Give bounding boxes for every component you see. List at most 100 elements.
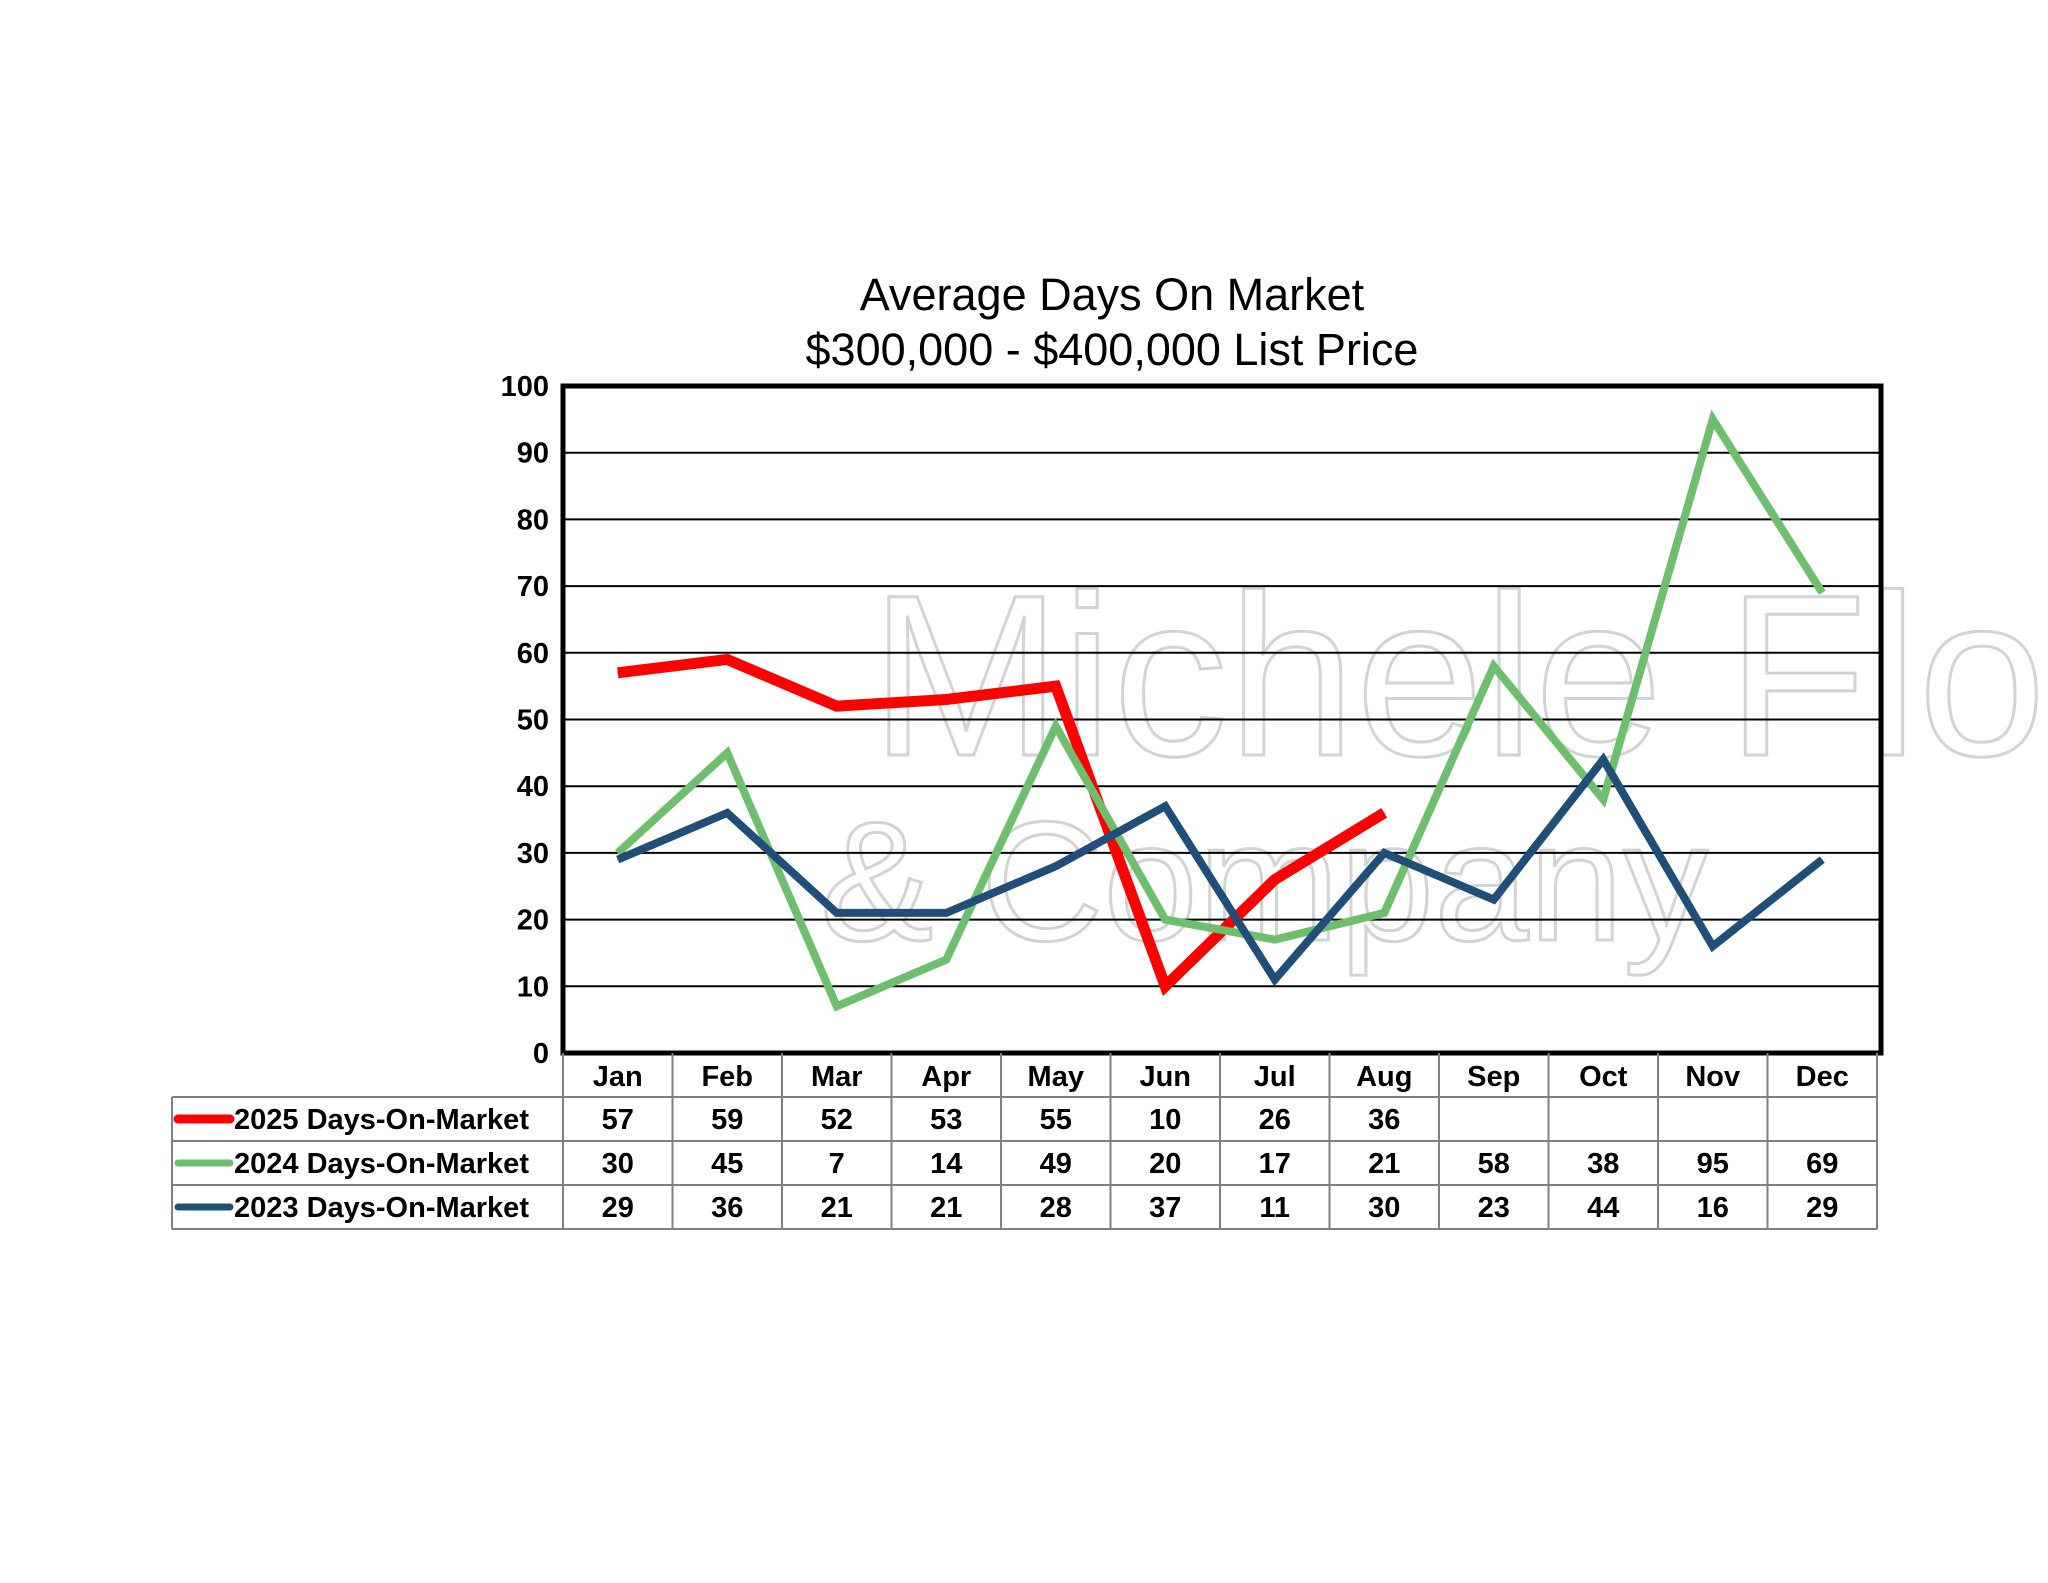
plot-frame [560,383,1884,1056]
table-cell-value: 7 [829,1148,845,1180]
table-cell-value: 59 [711,1104,743,1136]
data-point [836,1005,838,1007]
data-point [1055,725,1057,727]
x-tick-label: Oct [1579,1061,1628,1093]
table-cell-value: 69 [1806,1148,1838,1180]
data-point [1493,899,1495,901]
data-point [1274,879,1276,881]
y-tick-label: 20 [517,905,549,937]
table-cell-value: 95 [1697,1148,1729,1180]
x-tick-label: Jul [1254,1061,1296,1093]
table-cell-value: 10 [1149,1104,1181,1136]
table-cell-value: 45 [711,1148,743,1180]
data-point [1383,912,1385,914]
table-cell-value: 11 [1259,1192,1290,1224]
data-point [726,658,728,660]
table-cell-value: 30 [602,1148,634,1180]
table-cell-value: 26 [1259,1104,1291,1136]
y-tick-label: 100 [501,371,549,403]
table-cell-value: 53 [930,1104,962,1136]
data-table: Jan Feb Mar Apr May Jun Jul Aug Sep Oct Nov Dec 2025… [171,1053,1878,1230]
x-tick-label: Jun [1139,1061,1191,1093]
data-point [1164,985,1166,987]
x-tick-label: Mar [811,1061,863,1093]
table-cell-value: 37 [1149,1192,1181,1224]
y-tick-label: 30 [517,838,549,870]
table-cell-value: 17 [1259,1148,1291,1180]
data-point [1821,859,1823,861]
y-tick-label: 80 [517,504,549,536]
data-point [836,912,838,914]
data-point [617,852,619,854]
data-point [617,859,619,861]
y-tick-label: 90 [517,438,549,470]
data-point [1383,812,1385,814]
x-tick-label: Sep [1467,1061,1520,1093]
x-tick-label: Aug [1356,1061,1412,1093]
y-axis: 0 10 20 30 40 50 60 70 80 90 100 [501,371,549,1070]
table-cell-value: 20 [1149,1148,1181,1180]
data-point [617,672,619,674]
data-point [945,912,947,914]
chart-title: Average Days On Market [860,269,1365,320]
data-point [1164,805,1166,807]
series-line-2 [616,752,1825,987]
data-point [1055,685,1057,687]
legend-label: 2023 Days-On-Market [234,1192,529,1224]
watermark-line1: Michele Flory [870,547,2048,804]
data-point [1274,939,1276,941]
table-cell-value: 30 [1368,1192,1400,1224]
data-point [1712,945,1714,947]
table-cell-value: 58 [1478,1148,1510,1180]
table-cell-value: 14 [930,1148,962,1180]
data-point [1602,759,1604,761]
table-cell-value: 55 [1040,1104,1072,1136]
y-tick-label: 60 [517,638,549,670]
series-line-0 [617,653,1388,997]
x-tick-label: Jan [593,1061,643,1093]
y-tick-label: 10 [517,971,549,1003]
series-line-1 [615,409,1826,1012]
data-point [1383,852,1385,854]
x-tick-label: Dec [1796,1061,1849,1093]
data-point [1712,418,1714,420]
x-tick-label: Feb [701,1061,753,1093]
chart-subtitle: $300,000 - $400,000 List Price [806,324,1419,375]
data-point [945,959,947,961]
table-cell-value: 49 [1040,1148,1072,1180]
x-tick-label: Apr [921,1061,971,1093]
y-tick-label: 0 [533,1038,549,1070]
table-cell-value: 36 [711,1192,743,1224]
table-cell-value: 23 [1478,1192,1510,1224]
data-point [1164,919,1166,921]
data-point [726,812,728,814]
table-cell-value: 36 [1368,1104,1400,1136]
data-point [836,705,838,707]
data-point [1602,799,1604,801]
table-cell-value: 21 [930,1192,962,1224]
table-cell-value: 16 [1697,1192,1729,1224]
series-lines [615,409,1826,1012]
x-tick-label: May [1028,1061,1084,1093]
table-cell-value: 44 [1587,1192,1619,1224]
data-point [945,698,947,700]
data-point [1274,979,1276,981]
watermark: Michele Flory & Company [819,546,2048,979]
table-cell-value: 29 [1806,1192,1838,1224]
table-cell-value: 21 [821,1192,853,1224]
table-cell-value: 57 [602,1104,634,1136]
y-tick-label: 40 [517,771,549,803]
legend-label: 2025 Days-On-Market [234,1104,529,1136]
table-cell-value: 29 [602,1192,634,1224]
table-cell-value: 52 [821,1104,853,1136]
data-point [1493,665,1495,667]
legend-label: 2024 Days-On-Market [234,1148,529,1180]
table-cell-value: 21 [1368,1148,1400,1180]
data-point [726,752,728,754]
table-cell-value: 28 [1040,1192,1072,1224]
y-tick-label: 70 [517,571,549,603]
data-point [1821,592,1823,594]
y-tick-label: 50 [517,705,549,737]
x-tick-label: Nov [1685,1061,1740,1093]
